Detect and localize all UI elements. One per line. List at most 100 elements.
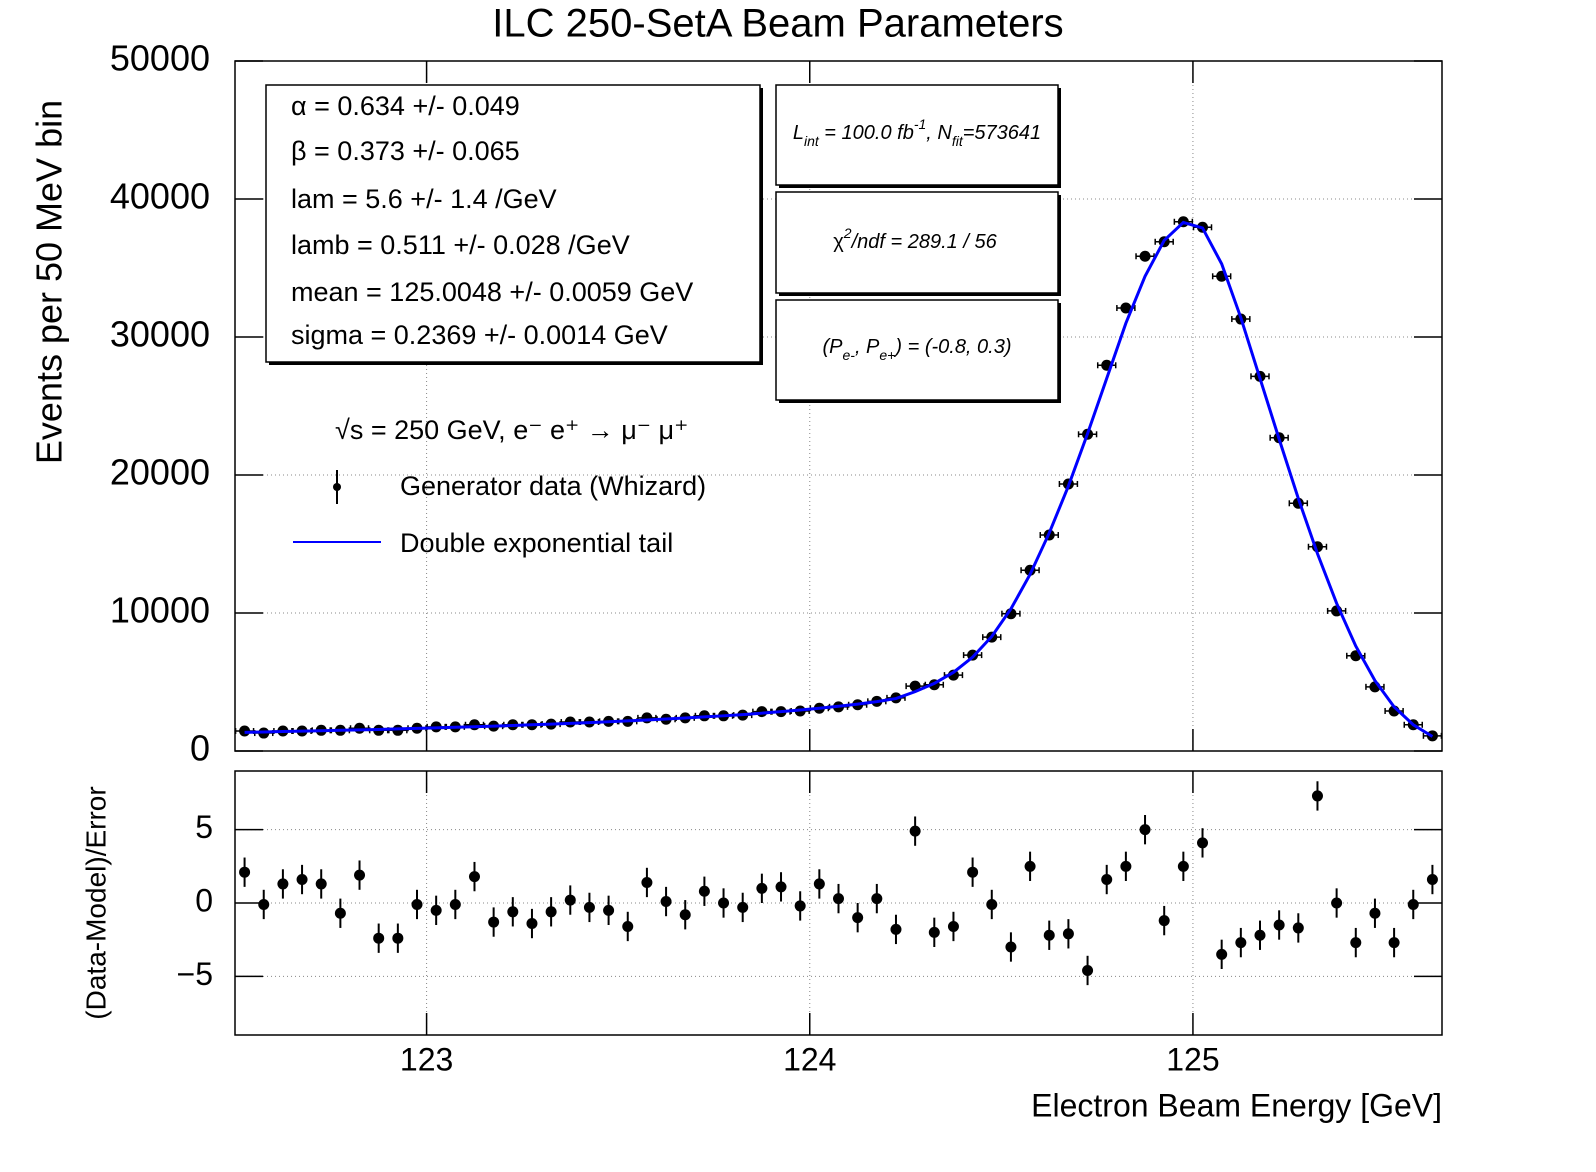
data-point: [1139, 824, 1151, 836]
data-point: [526, 918, 538, 930]
data-point: [354, 869, 366, 881]
text-part: = 100.0 fb: [819, 122, 914, 144]
data-point: [1388, 937, 1400, 949]
legend-label: Double exponential tail: [400, 528, 673, 558]
info-box: χ2/ndf = 289.1 / 56: [775, 191, 1061, 296]
data-point: [296, 874, 308, 886]
info-box: Lint = 100.0 fb-1, Nfit=573641: [775, 84, 1061, 188]
x-tick-label: 123: [400, 1041, 453, 1077]
text-part: (P: [822, 336, 843, 358]
data-point: [239, 866, 251, 878]
y-tick-label: 10000: [110, 590, 210, 631]
data-point: [775, 881, 787, 893]
data-point: [354, 722, 366, 734]
box: [265, 84, 761, 363]
box: [775, 84, 1059, 186]
data-point: [1158, 915, 1170, 927]
data-point: [794, 900, 806, 912]
data-point: [1120, 302, 1132, 314]
data-point: [315, 878, 327, 890]
y-tick-label: 20000: [110, 452, 210, 493]
data-point: [1005, 941, 1017, 953]
data-point: [1120, 860, 1132, 872]
data-point: [909, 825, 921, 837]
data-point: [1254, 929, 1266, 941]
text-part: L: [793, 122, 804, 144]
y-tick-label: −5: [177, 956, 213, 992]
data-point: [1024, 860, 1036, 872]
fit-parameter: lam = 5.6 +/- 1.4 /GeV: [291, 184, 557, 214]
data-point: [1177, 860, 1189, 872]
subscript: int: [804, 133, 820, 149]
data-point: [1101, 874, 1113, 886]
data-point: [430, 904, 442, 916]
x-axis-label: Electron Beam Energy [GeV]: [1031, 1087, 1442, 1123]
stats-lines: α = 0.634 +/- 0.049 β = 0.373 +/- 0.065 la…: [291, 91, 693, 350]
luminosity: Lint = 100.0 fb-1, Nfit=573641: [793, 116, 1041, 149]
chi2: χ2/ndf = 289.1 / 56: [833, 225, 997, 254]
plot-layer: 0 10000 20000 30000 40000 50000 −5 0 5 123 124 125: [110, 38, 1443, 1077]
data-point: [258, 898, 270, 910]
y-tick-label: 40000: [110, 176, 210, 217]
data-point: [1273, 919, 1285, 931]
x-tick-label: 124: [783, 1041, 836, 1077]
data-point: [871, 893, 883, 905]
fit-parameter: sigma = 0.2369 +/- 0.0014 GeV: [291, 320, 668, 350]
data-point: [468, 719, 480, 731]
x-tick-label: 125: [1166, 1041, 1219, 1077]
data-point: [813, 878, 825, 890]
y-tick-label: 0: [195, 882, 213, 918]
text-part: , P: [855, 336, 880, 358]
polarization: (Pe-, Pe+) = (-0.8, 0.3): [822, 336, 1011, 362]
data-point: [1426, 874, 1438, 886]
data-point: [928, 926, 940, 938]
data-point: [1350, 937, 1362, 949]
box: [775, 191, 1059, 294]
fit-parameter: α = 0.634 +/- 0.049: [291, 91, 520, 121]
data-point: [1197, 837, 1209, 849]
data-point: [622, 920, 634, 932]
data-point: [1311, 790, 1323, 802]
y-tick-label: 5: [195, 809, 213, 845]
data-point: [1292, 922, 1304, 934]
data-point: [660, 896, 672, 908]
data-point: [967, 866, 979, 878]
data-point: [1139, 250, 1151, 262]
legend: √s = 250 GeV, e⁻ e⁺ → μ⁻ μ⁺ Generator da…: [293, 415, 706, 558]
data-point: [1331, 897, 1343, 909]
data-point: [1082, 964, 1094, 976]
fit-parameter: mean = 125.0048 +/- 0.0059 GeV: [291, 277, 693, 307]
text-part: /ndf = 289.1 / 56: [850, 231, 998, 253]
legend-label: Generator data (Whizard): [400, 471, 706, 501]
data-point: [545, 906, 557, 918]
data-point: [737, 901, 749, 913]
y-axis-label: (Data-Model)/Error: [80, 786, 111, 1019]
data-point: [1235, 937, 1247, 949]
y-tick-label: 30000: [110, 314, 210, 355]
data-point: [392, 932, 404, 944]
data-point: [488, 916, 500, 928]
data-point: [679, 909, 691, 921]
legend-title: √s = 250 GeV, e⁻ e⁺ → μ⁻ μ⁺: [335, 415, 688, 445]
plot-frame: [234, 60, 1443, 752]
data-point: [1043, 929, 1055, 941]
text-part: ) = (-0.8, 0.3): [893, 336, 1011, 358]
y-tick-label: 0: [190, 728, 210, 769]
subscript: fit: [952, 133, 964, 149]
data-point: [833, 893, 844, 905]
data-point: [1216, 948, 1228, 960]
data-point: [641, 876, 653, 888]
subscript: e-: [842, 347, 855, 363]
data-point: [698, 885, 710, 897]
data-point: [603, 904, 615, 916]
data-point: [583, 901, 595, 913]
data-point: [986, 898, 998, 910]
chart-title: ILC 250-SetA Beam Parameters: [492, 2, 1063, 46]
fit-line: [244, 220, 1434, 738]
data-point: [718, 897, 730, 909]
stats-box: α = 0.634 +/- 0.049 β = 0.373 +/- 0.065 la…: [265, 84, 763, 365]
legend-marker: [333, 483, 341, 491]
fit-parameter: lamb = 0.511 +/- 0.028 /GeV: [291, 230, 630, 260]
data-point: [1369, 907, 1381, 919]
